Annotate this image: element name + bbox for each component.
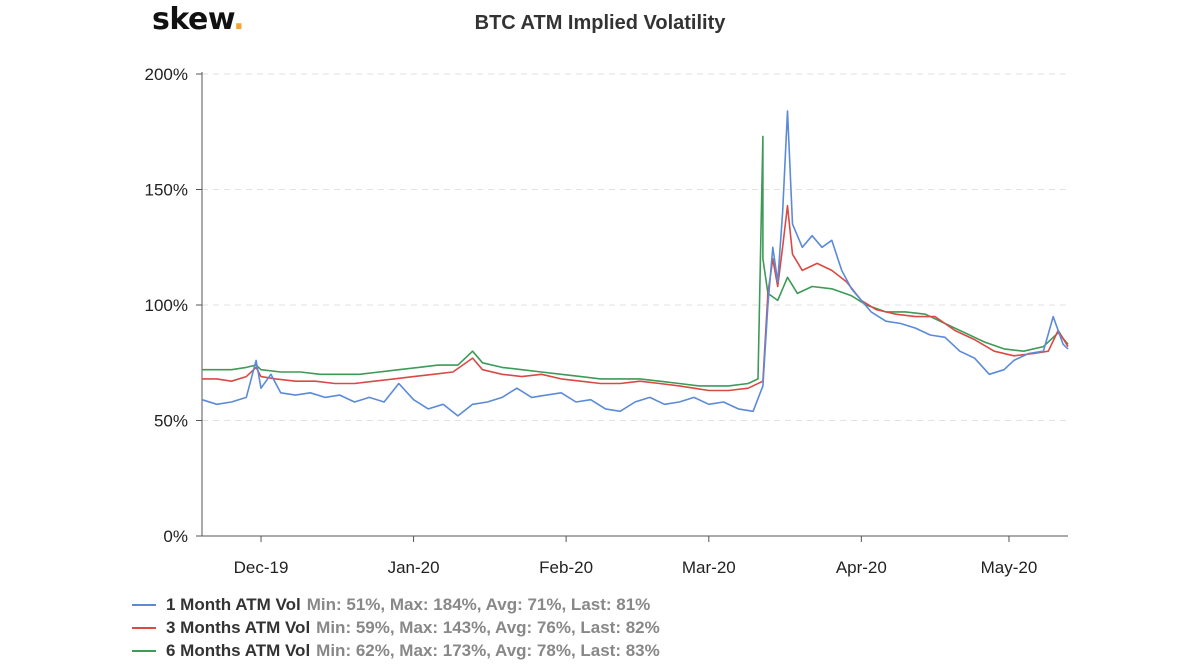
series-line-0 <box>201 110 1069 417</box>
legend-item-3m[interactable]: 3 Months ATM Vol Min: 59%, Max: 143%, Av… <box>132 616 660 639</box>
brand-logo: skew. <box>152 2 245 37</box>
x-tick-label: Mar-20 <box>682 558 736 577</box>
legend-series-stats: Min: 59%, Max: 143%, Avg: 76%, Last: 82% <box>316 617 660 637</box>
legend-item-6m[interactable]: 6 Months ATM Vol Min: 62%, Max: 173%, Av… <box>132 639 660 662</box>
legend-series-name: 3 Months ATM Vol <box>166 617 311 637</box>
x-tick-label: Jan-20 <box>388 558 440 577</box>
legend-series-name: 1 Month ATM Vol <box>166 594 301 614</box>
x-tick-label: Dec-19 <box>234 558 289 577</box>
legend-series-name: 6 Months ATM Vol <box>166 640 311 660</box>
series-line-2 <box>202 135 1069 387</box>
y-tick-label: 100% <box>145 296 188 315</box>
y-tick-label: 150% <box>145 181 188 200</box>
y-tick-label: 200% <box>145 65 188 84</box>
legend-swatch <box>132 603 156 606</box>
legend-series-stats: Min: 62%, Max: 173%, Avg: 78%, Last: 83% <box>316 640 660 660</box>
chart-legend: 1 Month ATM Vol Min: 51%, Max: 184%, Avg… <box>132 593 660 662</box>
y-tick-label: 50% <box>154 412 188 431</box>
chart-title: BTC ATM Implied Volatility <box>474 12 726 34</box>
x-tick-label: Feb-20 <box>539 558 593 577</box>
legend-item-1m[interactable]: 1 Month ATM Vol Min: 51%, Max: 184%, Avg… <box>132 593 660 616</box>
legend-series-stats: Min: 51%, Max: 184%, Avg: 71%, Last: 81% <box>306 594 651 614</box>
x-tick-label: May-20 <box>981 558 1038 577</box>
legend-swatch <box>132 649 156 652</box>
x-tick-label: Apr-20 <box>836 558 887 577</box>
legend-swatch <box>132 626 156 629</box>
y-tick-label: 0% <box>163 527 188 546</box>
series-line-1 <box>202 204 1069 392</box>
